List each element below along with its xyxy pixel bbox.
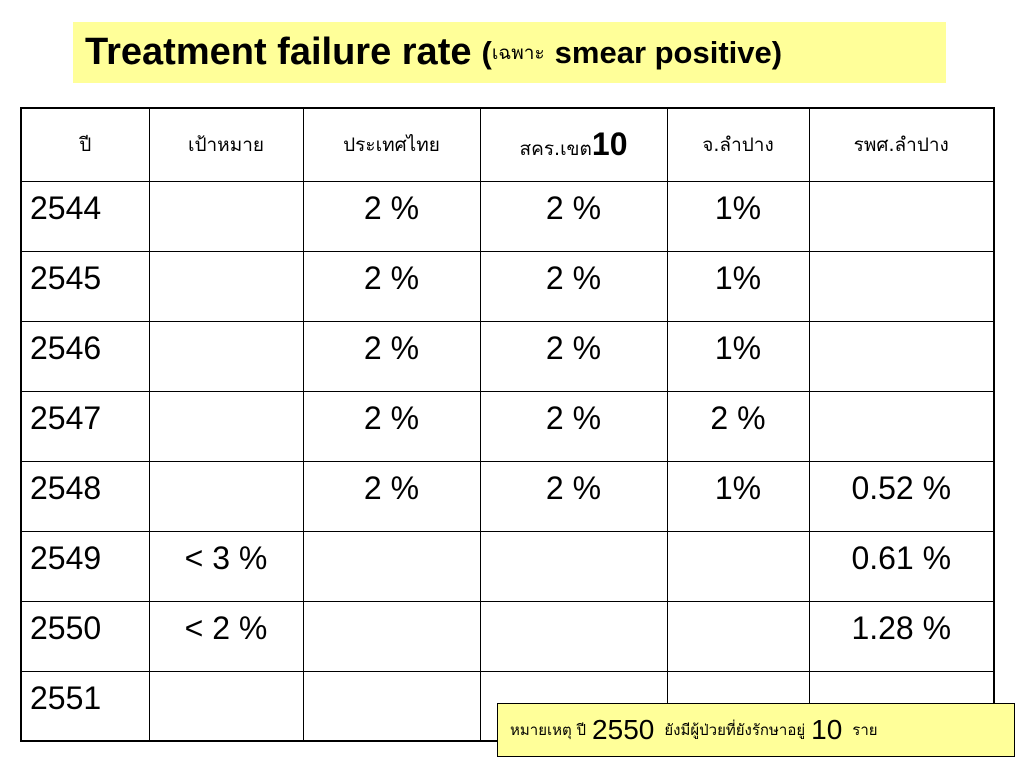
table-cell: 2548 bbox=[20, 460, 150, 532]
table-cell: 2546 bbox=[20, 320, 150, 392]
table-cell: 1.28 % bbox=[808, 600, 995, 672]
table-cell: 2 % bbox=[302, 320, 481, 392]
table-cell bbox=[479, 530, 668, 602]
table-cell bbox=[148, 460, 304, 532]
table-cell: < 3 % bbox=[148, 530, 304, 602]
title-main: Treatment failure rate bbox=[85, 31, 472, 73]
table-cell: 1% bbox=[666, 460, 810, 532]
table-cell bbox=[302, 530, 481, 602]
footnote-box: หมายเหตุ ปี 2550 ยังมีผู้ป่วยที่ยังรักษา… bbox=[497, 703, 1015, 757]
table-cell bbox=[808, 390, 995, 462]
table-row: 2549 < 3 % 0.61 % bbox=[20, 530, 995, 602]
table-row: 2546 2 % 2 % 1% bbox=[20, 320, 995, 392]
title-english-qualifier: smear positive bbox=[554, 34, 772, 70]
footnote-text-2: ยังมีผู้ป่วยที่ยังรักษาอยู่ bbox=[664, 721, 806, 739]
table-cell: < 2 % bbox=[148, 600, 304, 672]
table-cell bbox=[148, 670, 304, 742]
header-lampang-hospital: รพศ.ลำปาง bbox=[808, 107, 995, 182]
table-cell: 1% bbox=[666, 320, 810, 392]
table-cell bbox=[479, 600, 668, 672]
table-cell: 2547 bbox=[20, 390, 150, 462]
title-thai-qualifier: เฉพาะ bbox=[491, 41, 545, 64]
table-cell: 1% bbox=[666, 250, 810, 322]
header-year: ปี bbox=[20, 107, 150, 182]
table-cell: 2 % bbox=[666, 390, 810, 462]
title-paren-close: ) bbox=[771, 34, 783, 70]
table-cell: 0.52 % bbox=[808, 460, 995, 532]
table-cell: 2550 bbox=[20, 600, 150, 672]
table-cell: 2 % bbox=[302, 180, 481, 252]
table-cell bbox=[148, 250, 304, 322]
table-row: 2544 2 % 2 % 1% bbox=[20, 180, 995, 252]
footnote-text-1: หมายเหตุ ปี bbox=[510, 721, 587, 739]
footnote-year: 2550 bbox=[592, 714, 655, 745]
table-cell: 2 % bbox=[479, 180, 668, 252]
table-cell: 2 % bbox=[479, 460, 668, 532]
table-cell bbox=[148, 390, 304, 462]
table-cell bbox=[302, 600, 481, 672]
table-cell: 2 % bbox=[479, 250, 668, 322]
table-cell: 0.61 % bbox=[808, 530, 995, 602]
title-paren-open: ( bbox=[481, 34, 492, 70]
table-cell: 2 % bbox=[479, 320, 668, 392]
table-row: 2545 2 % 2 % 1% bbox=[20, 250, 995, 322]
table-cell: 2 % bbox=[302, 390, 481, 462]
table-cell bbox=[808, 250, 995, 322]
table-cell: 2551 bbox=[20, 670, 150, 742]
header-region-10: สคร.เขต10 bbox=[479, 107, 668, 182]
footnote-text-3: ราย bbox=[852, 721, 878, 739]
table-row: 2547 2 % 2 % 2 % bbox=[20, 390, 995, 462]
table-row: 2550 < 2 % 1.28 % bbox=[20, 600, 995, 672]
table-cell bbox=[302, 670, 481, 742]
table-cell bbox=[808, 320, 995, 392]
table-cell bbox=[148, 320, 304, 392]
title-banner: Treatment failure rate ( เฉพาะ smear pos… bbox=[73, 22, 946, 83]
footnote-count: 10 bbox=[811, 714, 843, 745]
table-cell bbox=[148, 180, 304, 252]
header-target: เป้าหมาย bbox=[148, 107, 304, 182]
table-cell: 2544 bbox=[20, 180, 150, 252]
table-cell: 2545 bbox=[20, 250, 150, 322]
table-cell: 2 % bbox=[302, 250, 481, 322]
table-header-row: ปี เป้าหมาย ประเทศไทย สคร.เขต10 จ.ลำปาง … bbox=[20, 107, 995, 182]
table-cell: 1% bbox=[666, 180, 810, 252]
table-cell: 2 % bbox=[302, 460, 481, 532]
table-row: 2548 2 % 2 % 1% 0.52 % bbox=[20, 460, 995, 532]
table-cell: 2 % bbox=[479, 390, 668, 462]
header-thailand: ประเทศไทย bbox=[302, 107, 481, 182]
table-cell: 2549 bbox=[20, 530, 150, 602]
table-cell bbox=[808, 180, 995, 252]
header-lampang-province: จ.ลำปาง bbox=[666, 107, 810, 182]
table-cell bbox=[666, 600, 810, 672]
table-cell bbox=[666, 530, 810, 602]
failure-rate-table: ปี เป้าหมาย ประเทศไทย สคร.เขต10 จ.ลำปาง … bbox=[20, 107, 995, 742]
